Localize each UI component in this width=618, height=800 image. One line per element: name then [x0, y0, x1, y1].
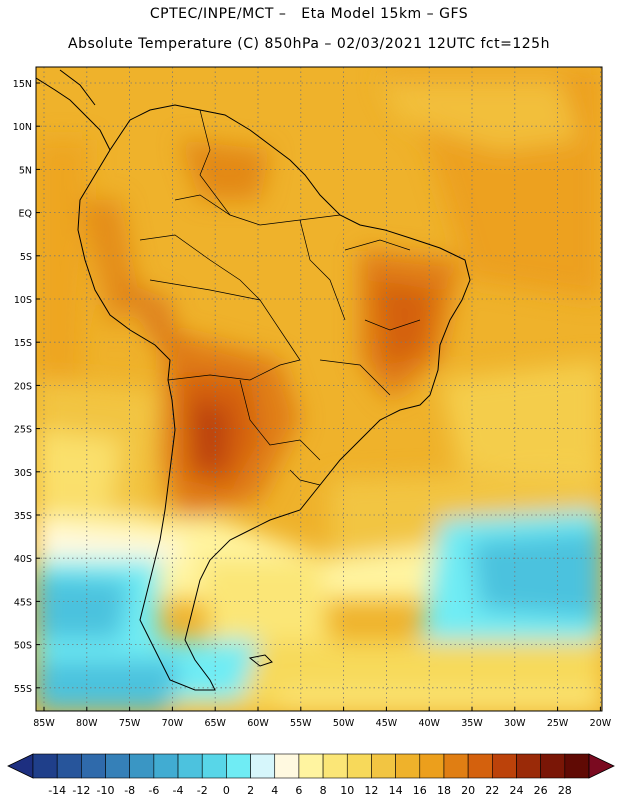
lon-label: 55W: [290, 718, 312, 729]
colorbar-tick-label: 16: [413, 784, 427, 797]
colorbar-tick-label: -12: [72, 784, 90, 797]
colorbar-tick-labels: -14 -12 -10 -8 -6 -4 -2 0 2 4 6 8 10 12 14 16 18 20 22 24 26…: [48, 784, 572, 797]
lat-label: 10N: [13, 122, 32, 133]
lon-label: 85W: [33, 718, 55, 729]
colorbar-segment: [129, 753, 155, 779]
title-line-1: CPTEC/INPE/MCT – Eta Model 15km – GFS: [149, 6, 469, 22]
colorbar-tick-label: 22: [485, 784, 499, 797]
falklands: [248, 654, 273, 667]
colorbar-over-arrow: [588, 753, 615, 779]
colorbar-segment: [201, 753, 227, 779]
colorbar-segment: [250, 753, 276, 779]
grid-lines: [36, 67, 602, 711]
longitude-labels: 85W 80W 75W 70W 65W 60W 55W 50W 45W 40W 35W 30W 25W 2…: [33, 707, 612, 729]
lat-label: 50S: [14, 641, 32, 652]
colorbar-tick-label: 12: [364, 784, 378, 797]
lat-label: EQ: [19, 209, 32, 220]
lat-label: 15S: [14, 338, 32, 349]
lon-label: 50W: [333, 718, 355, 729]
colorbar-tick-label: 20: [461, 784, 475, 797]
lat-label: 5N: [19, 165, 32, 176]
colorbar-tick-label: 6: [295, 784, 302, 797]
lat-label: 10S: [14, 295, 32, 306]
title-line-2: Absolute Temperature (C) 850hPa – 02/03/…: [68, 36, 550, 52]
colorbar-tick-label: 14: [389, 784, 403, 797]
colorbar-segment: [564, 753, 590, 779]
colorbar-segment: [177, 753, 203, 779]
lat-label: 35S: [14, 511, 32, 522]
colorbar-tick-label: -6: [148, 784, 159, 797]
coastlines: [36, 69, 471, 691]
colorbar-segment: [516, 753, 541, 779]
lon-label: 40W: [418, 718, 440, 729]
colorbar-tick-label: -8: [124, 784, 135, 797]
colorbar-tick-label: -2: [197, 784, 208, 797]
colorbar-segment: [395, 753, 421, 779]
lon-label: 25W: [547, 718, 569, 729]
lon-label: 60W: [247, 718, 269, 729]
colorbar-tick-label: 4: [271, 784, 278, 797]
colorbar-segment: [298, 753, 324, 779]
lat-label: 20S: [14, 381, 32, 392]
colorbar-segment: [322, 753, 348, 779]
latitude-labels: 15N 10N 5N EQ 5S 10S 15S 20S 25S 30S 35S 40S 45S 50S 5…: [13, 79, 40, 695]
map-frame: [35, 66, 603, 712]
colorbar-segment: [153, 753, 179, 779]
lat-label: 30S: [14, 468, 32, 479]
colorbar-segment: [419, 753, 445, 779]
colorbar-tick-label: 24: [509, 784, 523, 797]
colorbar-segment: [226, 753, 251, 779]
colorbar-segment: [105, 753, 130, 779]
lat-label: 15N: [13, 79, 32, 90]
colorbar-segment: [346, 753, 372, 779]
colorbar-tick-label: 0: [223, 784, 230, 797]
colorbar-tick-label: 8: [320, 784, 327, 797]
colorbar-segment: [81, 753, 106, 779]
central-america-coast: [36, 69, 111, 151]
colorbar-segment: [371, 753, 396, 779]
colorbar-segment: [443, 753, 469, 779]
colorbar-segment: [467, 753, 493, 779]
lat-label: 40S: [14, 554, 32, 565]
lon-label: 45W: [376, 718, 398, 729]
lon-label: 20W: [590, 718, 612, 729]
colorbar-tick-label: -4: [173, 784, 184, 797]
colorbar-tick-label: -14: [48, 784, 66, 797]
lon-label: 35W: [461, 718, 483, 729]
colorbar-under-arrow: [7, 753, 34, 779]
lon-label: 30W: [504, 718, 526, 729]
colorbar-segment: [32, 753, 58, 779]
lon-label: 80W: [76, 718, 98, 729]
lat-label: 5S: [20, 252, 32, 263]
colorbar-tick-label: 10: [340, 784, 354, 797]
country-borders: [139, 109, 421, 486]
colorbar-segment: [492, 753, 517, 779]
lon-label: 70W: [162, 718, 184, 729]
colorbar-segment: [56, 753, 82, 779]
lon-label: 75W: [119, 718, 141, 729]
colorbar: [7, 753, 615, 779]
lat-label: 45S: [14, 597, 32, 608]
colorbar-segment: [540, 753, 566, 779]
colorbar-tick-label: 26: [534, 784, 548, 797]
temperature-field: [36, 67, 602, 711]
south-america-coast: [77, 104, 471, 691]
lat-label: 25S: [14, 425, 32, 436]
colorbar-tick-label: 18: [437, 784, 451, 797]
colorbar-tick-label: 28: [558, 784, 572, 797]
colorbar-segment: [274, 753, 300, 779]
colorbar-tick-label: -10: [97, 784, 115, 797]
colorbar-tick-label: 2: [247, 784, 254, 797]
lat-label: 55S: [14, 684, 32, 695]
lon-label: 65W: [204, 718, 226, 729]
